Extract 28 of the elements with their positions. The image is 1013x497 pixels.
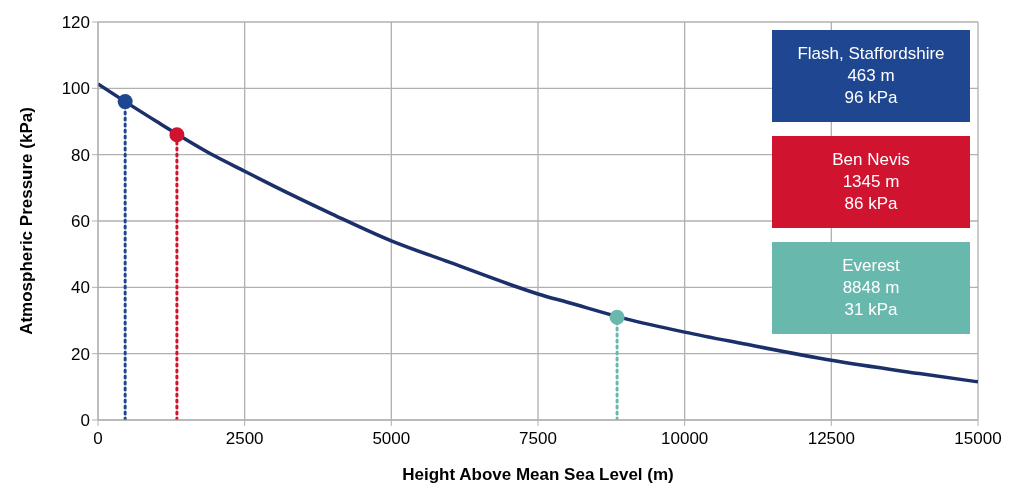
point [169, 127, 185, 143]
annotation: 1345 m [842, 171, 900, 193]
annotation: 463 m [847, 65, 895, 87]
label-box: Ben Nevis 1345 m 86 kPa [772, 136, 970, 228]
y-tick-label: 20 [71, 344, 90, 364]
x-tick-label: 10000 [661, 429, 709, 449]
x-tick-label: 2500 [225, 429, 264, 449]
x-tick-label: 15000 [954, 429, 1002, 449]
y-tick-label: 60 [71, 212, 90, 232]
x-axis-title: Height Above Mean Sea Level (m) [402, 465, 674, 484]
y-tick-label: 0 [80, 411, 90, 431]
annotation: 8848 m [842, 277, 900, 299]
y-tick-label: 100 [61, 79, 90, 99]
annotation: 86 kPa [844, 193, 898, 215]
label-box: Flash, Staffordshire 463 m 96 kPa [772, 30, 970, 122]
x-tick-label: 5000 [372, 429, 411, 449]
y-tick-label: 120 [61, 13, 90, 33]
point [117, 94, 133, 110]
x-tick-label: 12500 [807, 429, 855, 449]
point [609, 309, 625, 325]
annotation: 96 kPa [844, 87, 898, 109]
label-box: Everest 8848 m 31 kPa [772, 242, 970, 334]
y-axis-title: Atmospheric Pressure (kPa) [17, 107, 36, 335]
x-tick-label: 7500 [519, 429, 557, 449]
y-tick-label: 40 [71, 278, 90, 298]
annotation: 31 kPa [844, 299, 898, 321]
x-tick-label: 0 [93, 429, 103, 449]
y-tick-label: 80 [71, 145, 90, 165]
